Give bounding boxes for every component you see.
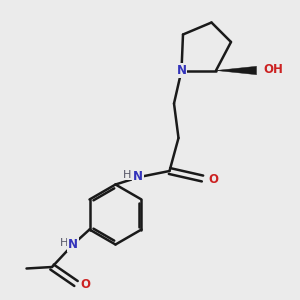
Text: N: N	[176, 64, 187, 77]
Polygon shape	[216, 66, 256, 75]
Text: O: O	[208, 173, 218, 186]
Text: H: H	[123, 169, 132, 180]
Text: H: H	[60, 238, 68, 248]
Text: N: N	[133, 170, 143, 184]
Text: N: N	[68, 238, 78, 251]
Text: O: O	[81, 278, 91, 291]
Text: OH: OH	[263, 63, 283, 76]
